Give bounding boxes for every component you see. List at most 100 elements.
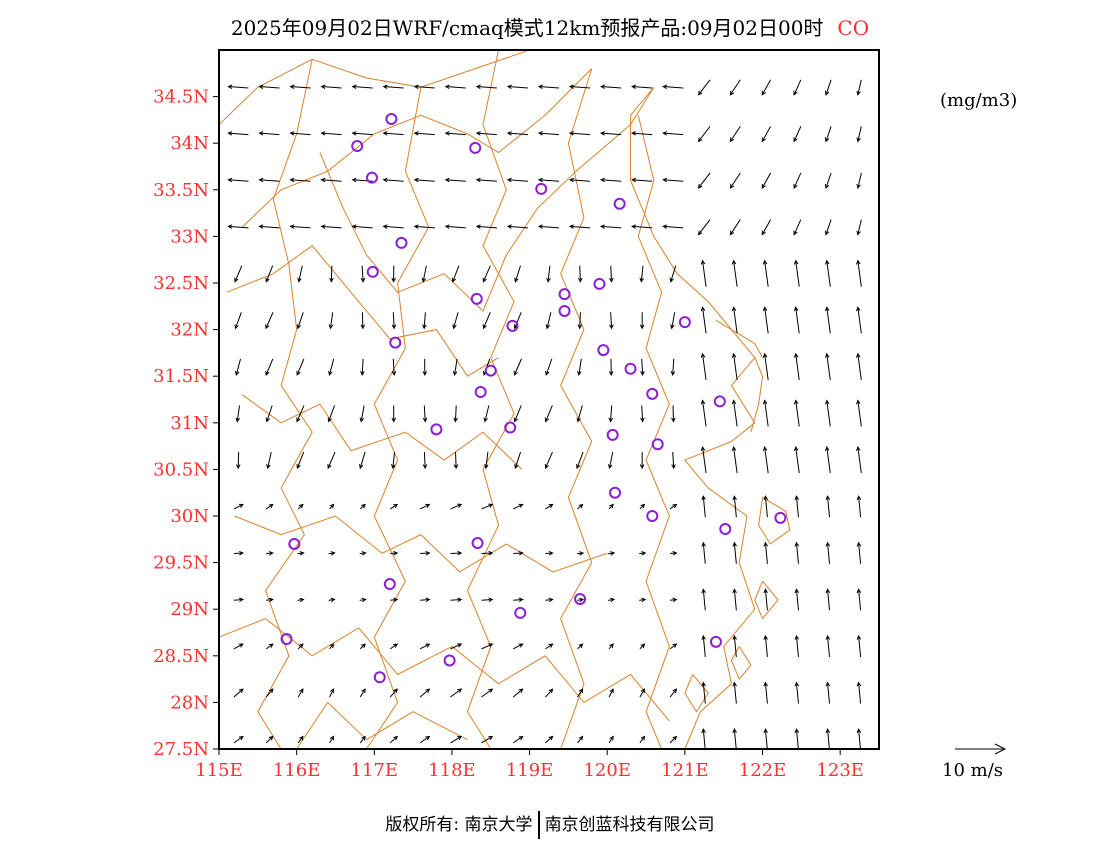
wind-arrow (351, 224, 373, 229)
wind-arrow (729, 172, 741, 189)
wind-arrow (856, 495, 862, 518)
copyright-divider (537, 811, 540, 839)
wind-arrow (856, 126, 862, 143)
wind-arrow (227, 131, 249, 136)
wind-arrow (450, 735, 463, 744)
wind-arrow (639, 551, 647, 556)
wind-arrow (421, 265, 427, 283)
wind-arrow (825, 495, 831, 518)
wind-arrow (731, 352, 738, 380)
x-tick-label: 120E (583, 760, 631, 781)
wind-arrow (391, 358, 397, 376)
wind-arrow (359, 405, 365, 423)
y-tick-label: 34.5N (153, 87, 209, 108)
wind-arrow (794, 681, 800, 704)
wind-arrow (537, 224, 560, 229)
wind-arrow (577, 597, 585, 603)
wind-arrow (512, 643, 524, 650)
wind-arrow (289, 224, 311, 229)
boundary-line (758, 496, 791, 545)
wind-arrow (546, 265, 551, 283)
wind-arrow (513, 550, 524, 556)
wind-arrow (266, 451, 272, 470)
wind-scale-label: 10 m/s (942, 760, 1003, 781)
wind-arrow (631, 84, 653, 90)
wind-arrow (544, 451, 553, 470)
wind-arrow (669, 597, 678, 603)
wind-arrow (794, 728, 800, 751)
wind-arrow (671, 405, 676, 423)
wind-arrow (296, 358, 305, 376)
wind-arrow (700, 352, 707, 380)
wind-arrow (234, 358, 241, 376)
wind-arrow (329, 735, 335, 744)
wind-arrow (824, 352, 831, 380)
wind-arrow (389, 503, 399, 510)
wind-arrow (824, 172, 832, 190)
wind-arrow (265, 503, 274, 510)
wind-arrow (794, 541, 800, 564)
station-marker (443, 654, 456, 667)
station-marker (613, 197, 626, 210)
wind-arrow (700, 399, 707, 427)
wind-arrow (731, 445, 738, 474)
wind-arrow (360, 312, 366, 330)
wind-arrow (481, 735, 494, 744)
wind-arrow (662, 177, 684, 183)
wind-arrow (825, 634, 831, 658)
wind-arrow (450, 643, 463, 650)
wind-arrow (512, 688, 524, 698)
wind-arrow (670, 358, 676, 376)
wind-arrow (289, 131, 311, 136)
wind-arrow (732, 728, 737, 751)
wind-arrow (265, 265, 274, 283)
wind-arrow (419, 688, 431, 698)
wind-arrow (732, 495, 737, 518)
wind-arrow (329, 265, 334, 283)
wind-arrow (481, 550, 494, 556)
wind-arrow (639, 735, 646, 744)
x-tick-label: 116E (273, 760, 321, 781)
station-marker (471, 537, 484, 550)
wind-arrow (794, 588, 800, 611)
wind-arrow (359, 551, 367, 556)
y-tick-label: 32.5N (153, 273, 209, 294)
wind-arrow (328, 551, 336, 556)
wind-arrow (824, 126, 832, 143)
wind-arrow (450, 597, 463, 602)
station-marker (719, 523, 732, 536)
boundary-line (234, 515, 608, 573)
wind-arrow (662, 224, 684, 229)
wind-arrow (762, 306, 769, 334)
wind-arrow (320, 177, 342, 183)
wind-arrow (297, 503, 304, 510)
wind-arrow (227, 177, 249, 183)
station-marker (593, 277, 606, 290)
wind-arrow (296, 312, 304, 330)
wind-arrow (233, 597, 244, 603)
wind-arrow (329, 643, 335, 650)
wind-arrow (600, 131, 622, 136)
wind-arrow (545, 597, 554, 603)
wind-arrow (662, 131, 684, 136)
wind-arrow (327, 405, 336, 423)
station-marker (470, 292, 483, 305)
wind-arrow (545, 643, 554, 650)
wind-arrow (763, 495, 768, 518)
wind-arrow (639, 265, 644, 283)
wind-arrow (662, 84, 684, 90)
wind-arrow (824, 219, 832, 236)
wind-arrow (389, 735, 398, 744)
province-boundaries (218, 49, 791, 750)
station-marker (385, 112, 398, 125)
wind-arrow (640, 358, 645, 376)
wind-arrow (577, 735, 584, 744)
y-tick-label: 29.5N (153, 553, 209, 574)
x-tick-label: 122E (739, 760, 787, 781)
boundary-line (630, 86, 756, 750)
wind-arrow (639, 452, 645, 470)
boundary-line (296, 701, 468, 750)
wind-arrow (297, 643, 304, 650)
wind-arrow (763, 588, 768, 611)
wind-arrow (483, 405, 490, 423)
